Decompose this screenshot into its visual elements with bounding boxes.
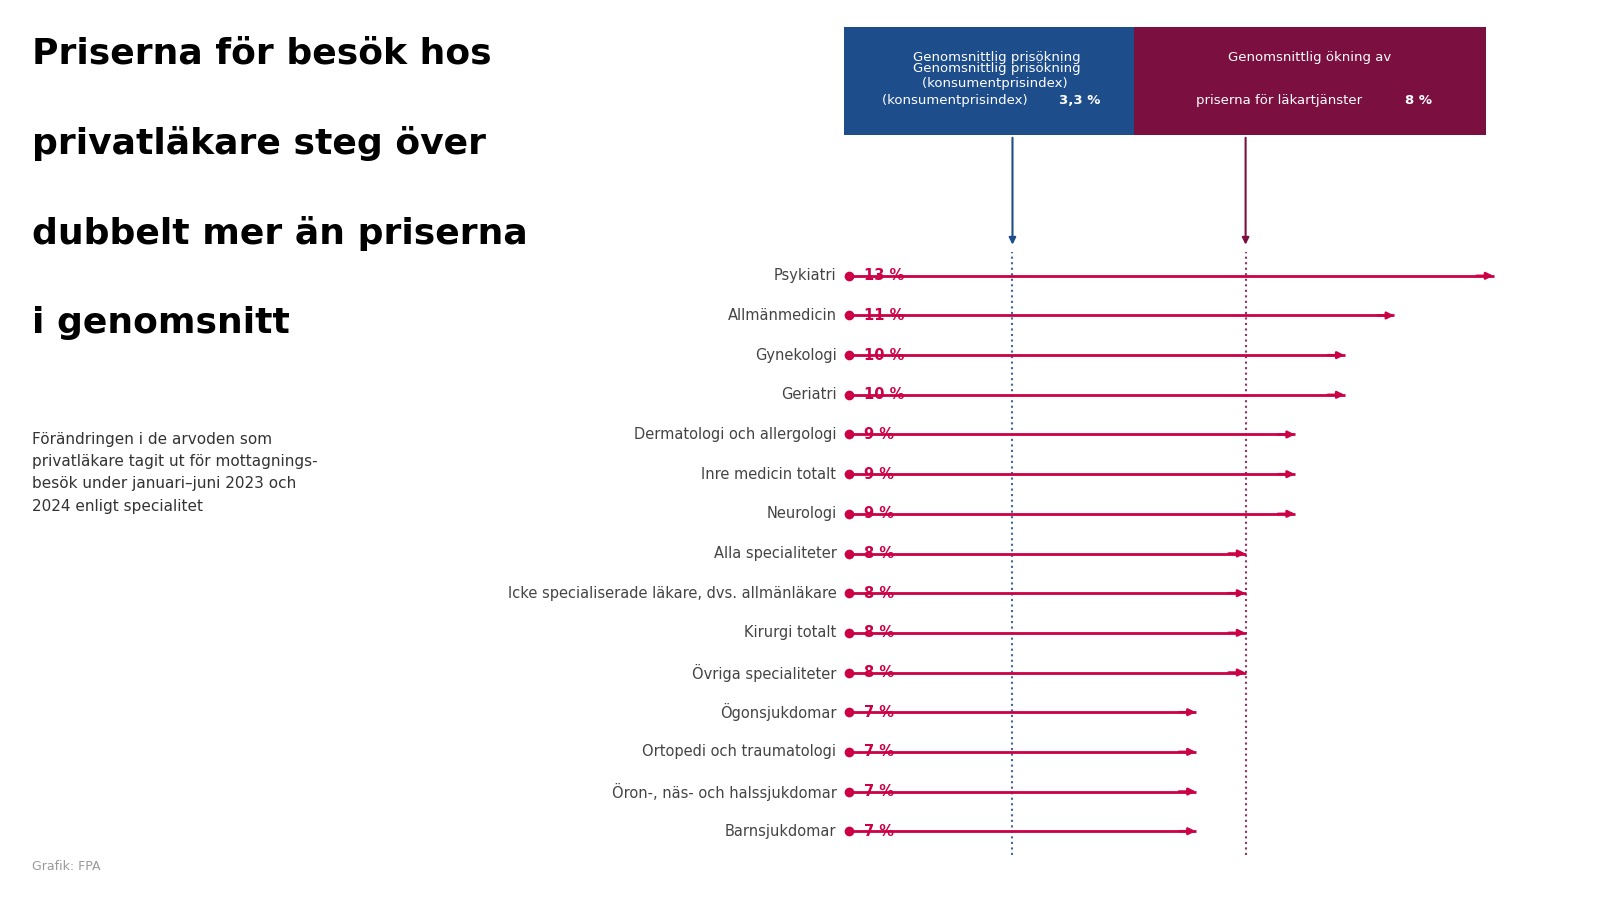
Text: Grafik: FPA: Grafik: FPA (32, 860, 101, 873)
Text: 7 %: 7 % (864, 744, 894, 760)
Text: priserna för läkartjänster: priserna för läkartjänster (1195, 94, 1366, 107)
Text: Psykiatri: Psykiatri (774, 268, 837, 284)
Text: Neurologi: Neurologi (766, 507, 837, 521)
Text: 7 %: 7 % (864, 784, 894, 799)
Text: 8 %: 8 % (864, 665, 894, 680)
Text: Öron-, näs- och halssjukdomar: Öron-, näs- och halssjukdomar (611, 782, 837, 800)
Text: 11 %: 11 % (864, 308, 904, 323)
Text: Genomsnittlig prisökning
(konsumentprisindex): Genomsnittlig prisökning (konsumentprisi… (912, 61, 1080, 90)
Text: Ortopedi och traumatologi: Ortopedi och traumatologi (642, 744, 837, 760)
Text: Alla specialiteter: Alla specialiteter (714, 546, 837, 561)
Text: Övriga specialiteter: Övriga specialiteter (693, 663, 837, 681)
Text: 8 %: 8 % (864, 586, 894, 600)
Text: Dermatologi och allergologi: Dermatologi och allergologi (634, 427, 837, 442)
Text: Inre medicin totalt: Inre medicin totalt (701, 467, 837, 482)
Text: i genomsnitt: i genomsnitt (32, 306, 290, 340)
Text: 8 %: 8 % (864, 626, 894, 640)
Text: 7 %: 7 % (864, 705, 894, 720)
Text: 10 %: 10 % (864, 347, 904, 363)
Text: Icke specialiserade läkare, dvs. allmänläkare: Icke specialiserade läkare, dvs. allmänl… (507, 586, 837, 600)
Text: 9 %: 9 % (864, 427, 894, 442)
Text: Geriatri: Geriatri (781, 387, 837, 402)
Text: Genomsnittlig ökning av: Genomsnittlig ökning av (1227, 50, 1392, 64)
Text: 8 %: 8 % (864, 546, 894, 561)
Text: Förändringen i de arvoden som
privatläkare tagit ut för mottagnings-
besök under: Förändringen i de arvoden som privatläka… (32, 432, 318, 514)
Text: Allmänmedicin: Allmänmedicin (728, 308, 837, 323)
Text: Kirurgi totalt: Kirurgi totalt (744, 626, 837, 640)
Text: Priserna för besök hos: Priserna för besök hos (32, 36, 491, 70)
Text: 9 %: 9 % (864, 507, 894, 521)
Text: Ögonsjukdomar: Ögonsjukdomar (720, 703, 837, 721)
Text: 9 %: 9 % (864, 467, 894, 482)
Text: 3,3 %: 3,3 % (1059, 94, 1101, 107)
Text: Gynekologi: Gynekologi (755, 347, 837, 363)
Text: 7 %: 7 % (864, 824, 894, 839)
Text: (konsumentprisindex): (konsumentprisindex) (882, 94, 1032, 107)
Text: privatläkare steg över: privatläkare steg över (32, 126, 486, 161)
Text: dubbelt mer än priserna: dubbelt mer än priserna (32, 216, 528, 251)
Text: 13 %: 13 % (864, 268, 904, 284)
Text: Genomsnittlig prisökning: Genomsnittlig prisökning (912, 50, 1080, 64)
Text: 10 %: 10 % (864, 387, 904, 402)
Text: Barnsjukdomar: Barnsjukdomar (725, 824, 837, 839)
Text: 8 %: 8 % (1405, 94, 1432, 107)
